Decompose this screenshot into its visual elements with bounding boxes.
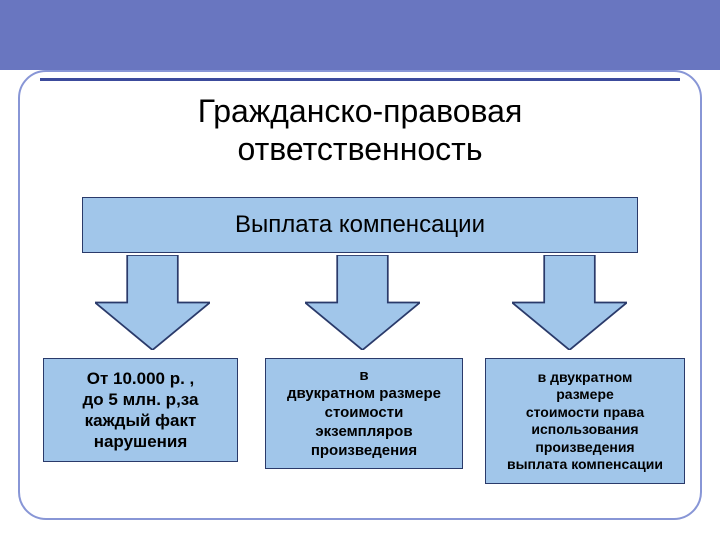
down-arrow-1 <box>95 255 210 350</box>
down-arrow-3 <box>512 255 627 350</box>
top-box: Выплата компенсации <box>82 197 638 253</box>
page-title: Гражданско-правовая ответственность <box>0 92 720 169</box>
bottom-box-text-1: От 10.000 р. ,до 5 млн. р,закаждый фактн… <box>83 368 199 453</box>
title-line-1: Гражданско-правовая <box>198 93 523 129</box>
bottom-box-3: в двукратномразмерестоимости праваисполь… <box>485 358 685 484</box>
bottom-box-1: От 10.000 р. ,до 5 млн. р,закаждый фактн… <box>43 358 238 462</box>
header-underline <box>40 78 680 81</box>
top-box-text: Выплата компенсации <box>235 211 485 239</box>
header-bar <box>0 0 720 70</box>
title-line-2: ответственность <box>238 131 483 167</box>
down-arrow-2 <box>305 255 420 350</box>
bottom-box-text-2: вдвукратном размерестоимостиэкземпляровп… <box>287 367 441 461</box>
bottom-box-2: вдвукратном размерестоимостиэкземпляровп… <box>265 358 463 469</box>
bottom-box-text-3: в двукратномразмерестоимости праваисполь… <box>507 369 663 474</box>
